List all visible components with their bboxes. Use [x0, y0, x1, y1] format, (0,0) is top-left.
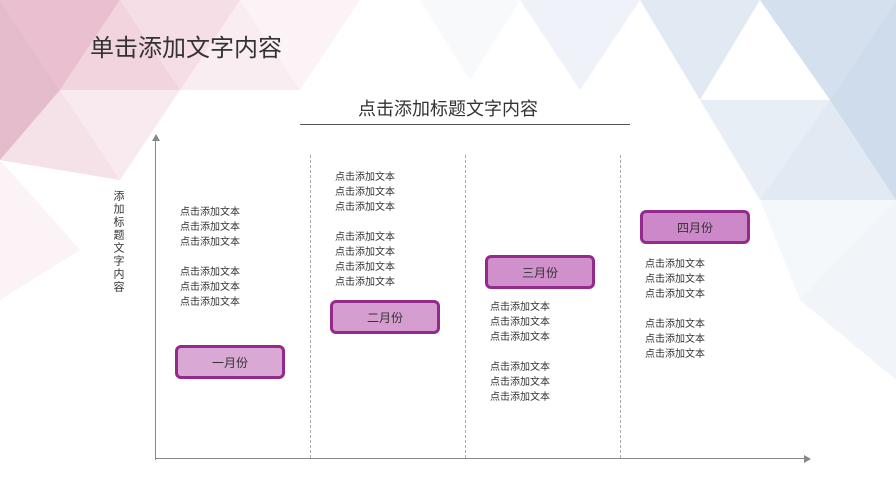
month-label: 四月份 [677, 219, 713, 236]
text-line: 点击添加文本 [335, 200, 395, 215]
text-line: 点击添加文本 [490, 375, 550, 390]
text-line: 点击添加文本 [490, 315, 550, 330]
text-line: 点击添加文本 [490, 330, 550, 345]
text-group: 点击添加文本点击添加文本点击添加文本 [180, 205, 240, 250]
x-axis [155, 458, 805, 459]
text-line: 点击添加文本 [180, 295, 240, 310]
y-axis [155, 140, 156, 460]
month-label: 二月份 [367, 309, 403, 326]
chart-title: 点击添加标题文字内容 [358, 95, 538, 121]
background-triangles [0, 0, 896, 504]
text-line: 点击添加文本 [180, 205, 240, 220]
text-line: 点击添加文本 [335, 230, 395, 245]
month-box: 二月份 [330, 300, 440, 334]
text-line: 点击添加文本 [180, 235, 240, 250]
text-line: 点击添加文本 [645, 257, 705, 272]
text-group: 点击添加文本点击添加文本点击添加文本 [490, 300, 550, 345]
text-group: 点击添加文本点击添加文本点击添加文本 [180, 265, 240, 310]
month-label: 三月份 [522, 264, 558, 281]
month-box: 四月份 [640, 210, 750, 244]
text-line: 点击添加文本 [335, 185, 395, 200]
column-divider [310, 155, 311, 458]
text-group: 点击添加文本点击添加文本点击添加文本 [645, 317, 705, 362]
month-box: 一月份 [175, 345, 285, 379]
text-line: 点击添加文本 [645, 317, 705, 332]
y-axis-label: 添加标题文字内容 [110, 190, 126, 294]
chart-title-underline [300, 124, 630, 125]
text-line: 点击添加文本 [180, 280, 240, 295]
month-box: 三月份 [485, 255, 595, 289]
text-line: 点击添加文本 [335, 260, 395, 275]
text-line: 点击添加文本 [645, 272, 705, 287]
text-line: 点击添加文本 [335, 275, 395, 290]
text-line: 点击添加文本 [180, 265, 240, 280]
text-line: 点击添加文本 [490, 360, 550, 375]
column-divider [465, 155, 466, 458]
text-group: 点击添加文本点击添加文本点击添加文本点击添加文本 [335, 230, 395, 290]
text-group: 点击添加文本点击添加文本点击添加文本 [490, 360, 550, 405]
text-line: 点击添加文本 [645, 347, 705, 362]
text-line: 点击添加文本 [335, 245, 395, 260]
column-divider [620, 155, 621, 458]
text-line: 点击添加文本 [490, 390, 550, 405]
text-line: 点击添加文本 [180, 220, 240, 235]
text-line: 点击添加文本 [645, 332, 705, 347]
text-line: 点击添加文本 [490, 300, 550, 315]
text-group: 点击添加文本点击添加文本点击添加文本 [335, 170, 395, 215]
text-line: 点击添加文本 [645, 287, 705, 302]
month-label: 一月份 [212, 354, 248, 371]
page-title: 单击添加文字内容 [90, 28, 282, 63]
text-line: 点击添加文本 [335, 170, 395, 185]
text-group: 点击添加文本点击添加文本点击添加文本 [645, 257, 705, 302]
